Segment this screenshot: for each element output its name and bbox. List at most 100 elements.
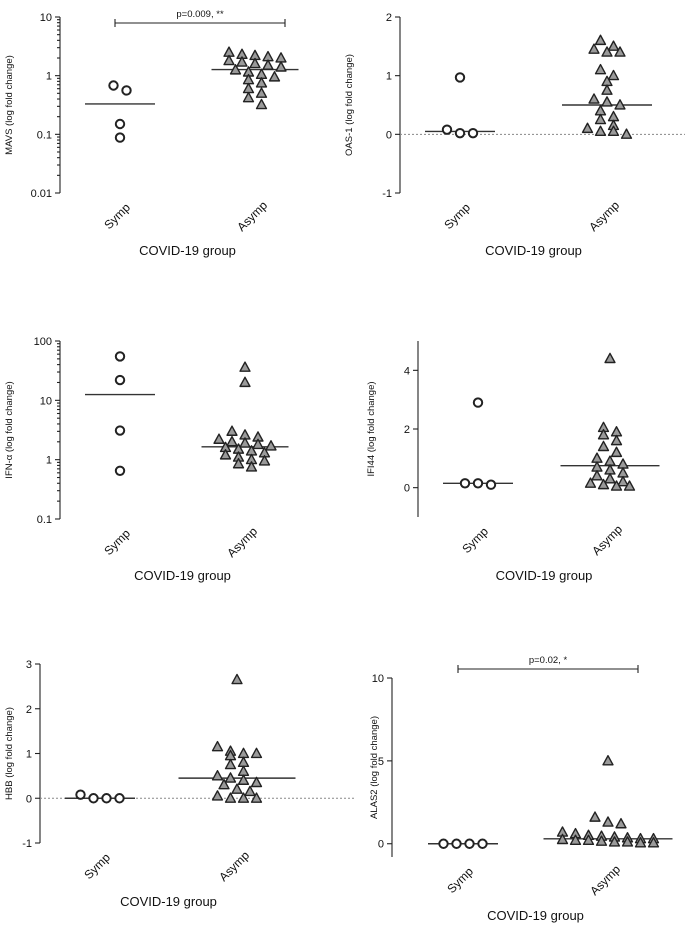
panel-hbb: -1 0 1 2 3 HBB (log fold change) Symp Asymp COVI… xyxy=(4,659,355,909)
significance-label: p=0.009, ** xyxy=(176,9,224,20)
data-point-asymp xyxy=(604,352,616,364)
y-axis-label: IFN-α (log fold change) xyxy=(4,381,15,478)
x-tick-label-asymp: Asymp xyxy=(586,198,622,234)
data-point-asymp xyxy=(255,87,268,98)
data-point-asymp xyxy=(237,774,250,785)
data-point-symp xyxy=(472,397,484,408)
data-point-asymp xyxy=(594,125,607,137)
data-point-asymp xyxy=(608,836,621,847)
data-point-symp xyxy=(114,793,125,804)
data-point-asymp xyxy=(211,769,224,781)
x-tick-label-asymp: Asymp xyxy=(224,524,260,560)
data-point-asymp xyxy=(252,438,264,450)
x-axis-label: COVID-19 group xyxy=(485,243,582,258)
x-tick-label-symp: Symp xyxy=(441,200,473,232)
data-point-asymp xyxy=(268,71,281,82)
data-point-symp xyxy=(454,127,466,139)
data-point-asymp xyxy=(620,128,633,139)
data-point-asymp xyxy=(591,461,603,472)
data-point-asymp xyxy=(265,440,277,451)
data-point-asymp xyxy=(239,437,251,448)
data-point-symp xyxy=(114,351,126,362)
data-point-asymp xyxy=(604,455,616,466)
data-point-asymp xyxy=(258,455,271,466)
y-tick-label: 0.1 xyxy=(37,514,52,526)
data-point-asymp xyxy=(623,480,636,491)
data-point-symp xyxy=(451,838,462,849)
data-point-asymp xyxy=(591,452,603,463)
y-tick-label: 5 xyxy=(378,756,384,768)
data-point-asymp xyxy=(556,833,569,845)
data-point-asymp xyxy=(237,756,250,768)
data-point-asymp xyxy=(211,790,224,801)
data-point-asymp xyxy=(275,52,287,63)
data-point-asymp xyxy=(607,40,620,51)
y-tick-label: 2 xyxy=(26,704,32,716)
data-point-symp xyxy=(485,479,497,490)
significance-label: p=0.02, * xyxy=(529,655,568,666)
data-point-symp xyxy=(121,85,132,96)
y-tick-label: 2 xyxy=(404,424,410,436)
x-tick-label-asymp: Asymp xyxy=(587,862,623,898)
data-point-symp xyxy=(114,118,126,130)
y-tick-label: 0 xyxy=(404,483,410,495)
data-point-asymp xyxy=(597,440,610,452)
data-point-symp xyxy=(472,478,484,489)
data-point-asymp xyxy=(614,99,626,110)
data-point-asymp xyxy=(255,77,268,88)
data-point-symp xyxy=(454,72,466,83)
data-point-asymp xyxy=(226,435,238,447)
data-point-asymp xyxy=(239,361,251,372)
data-point-asymp xyxy=(617,458,629,469)
data-point-asymp xyxy=(229,64,242,75)
data-point-asymp xyxy=(255,98,268,110)
data-point-asymp xyxy=(607,125,620,137)
data-point-asymp xyxy=(634,837,647,848)
data-point-asymp xyxy=(601,46,613,57)
y-tick-label: 0.1 xyxy=(37,129,52,141)
data-point-asymp xyxy=(647,837,660,848)
y-tick-label: 1 xyxy=(386,71,392,83)
data-point-asymp xyxy=(604,472,616,484)
data-point-asymp xyxy=(250,747,263,759)
data-point-symp xyxy=(464,838,475,849)
y-tick-label: 10 xyxy=(372,673,384,685)
y-axis-label: HBB (log fold change) xyxy=(4,707,15,800)
data-point-asymp xyxy=(250,776,263,788)
data-point-symp xyxy=(75,789,86,800)
panel-oas1: -1 0 1 2 OAS-1 (log fold change) Symp Asymp COV… xyxy=(344,12,685,258)
x-axis-label: COVID-19 group xyxy=(487,908,584,923)
data-point-asymp xyxy=(242,91,255,103)
data-point-asymp xyxy=(255,68,268,80)
y-tick-label: -1 xyxy=(22,838,32,850)
y-axis-label: ALAS2 (log fold change) xyxy=(369,716,380,819)
data-point-asymp xyxy=(275,61,287,72)
data-point-symp xyxy=(114,132,126,143)
y-axis-label: IFI44 (log fold change) xyxy=(366,381,377,476)
data-point-asymp xyxy=(226,425,238,436)
data-point-asymp xyxy=(621,836,634,847)
data-point-symp xyxy=(108,80,119,91)
data-point-asymp xyxy=(237,792,250,803)
data-point-asymp xyxy=(601,84,613,95)
data-point-asymp xyxy=(231,783,243,794)
data-point-asymp xyxy=(594,63,607,75)
panel-alas2: 0 5 10 ALAS2 (log fold change) Symp AsympCOVI… xyxy=(369,655,673,923)
data-point-asymp xyxy=(610,446,623,458)
data-point-asymp xyxy=(617,467,629,478)
panel-ifi44: 0 2 4 IFI44 (log fold change) Symp Asymp COVID… xyxy=(366,341,660,583)
data-point-asymp xyxy=(588,43,600,54)
y-tick-label: 1 xyxy=(46,71,52,83)
data-point-symp xyxy=(114,465,126,476)
data-point-asymp xyxy=(615,817,627,829)
data-point-asymp xyxy=(245,461,258,472)
data-point-asymp xyxy=(262,50,274,62)
y-tick-label: 0 xyxy=(386,129,392,141)
y-tick-label: 0 xyxy=(26,793,32,805)
data-point-asymp xyxy=(219,449,232,460)
data-point-asymp xyxy=(610,434,623,446)
data-point-asymp xyxy=(594,34,607,46)
x-axis-label: COVID-19 group xyxy=(139,243,236,258)
x-axis-label: COVID-19 group xyxy=(134,568,231,583)
y-tick-label: 0 xyxy=(378,839,384,851)
